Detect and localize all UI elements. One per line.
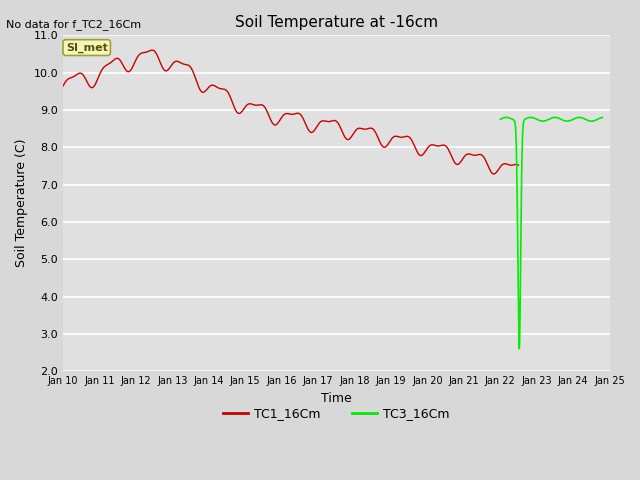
X-axis label: Time: Time (321, 392, 352, 405)
Legend: TC1_16Cm, TC3_16Cm: TC1_16Cm, TC3_16Cm (218, 402, 454, 425)
Title: Soil Temperature at -16cm: Soil Temperature at -16cm (235, 15, 438, 30)
Y-axis label: Soil Temperature (C): Soil Temperature (C) (15, 139, 28, 267)
Text: No data for f_TC2_16Cm: No data for f_TC2_16Cm (6, 19, 141, 30)
Text: SI_met: SI_met (66, 42, 108, 53)
